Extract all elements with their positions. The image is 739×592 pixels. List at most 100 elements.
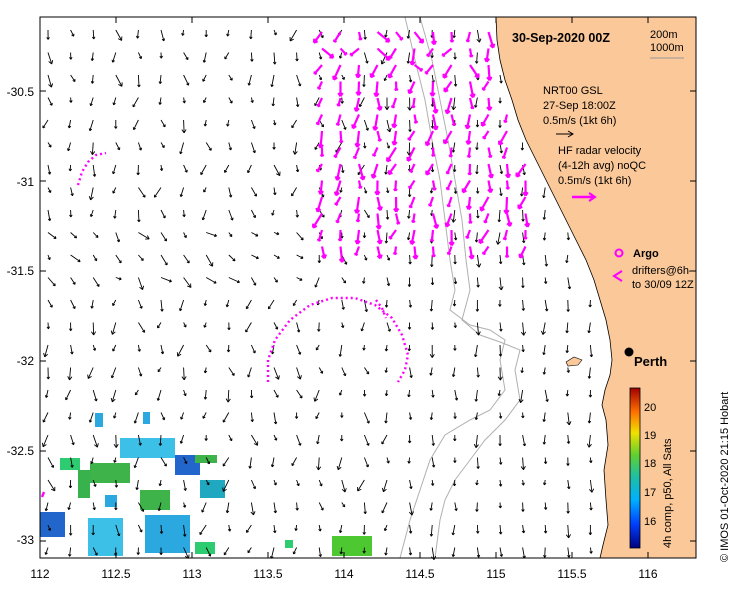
- perth-marker: [624, 347, 634, 357]
- model-arrow: [115, 232, 121, 243]
- y-tick-label: -31: [17, 175, 35, 189]
- radar-arrow: [505, 180, 511, 190]
- x-tick-label: 114: [334, 567, 353, 581]
- model-arrow: [203, 187, 207, 193]
- x-tick-label: 112.5: [101, 567, 130, 581]
- model-arrow: [543, 277, 548, 284]
- model-arrow: [544, 254, 549, 267]
- model-arrow: [181, 119, 187, 134]
- model-arrow: [499, 322, 503, 332]
- model-arrow: [474, 389, 478, 402]
- radar-arrow: [445, 180, 453, 191]
- model-arrow: [386, 322, 391, 332]
- model-arrow: [362, 547, 366, 554]
- model-arrow: [89, 97, 94, 107]
- model-arrow: [542, 412, 546, 422]
- model-arrow: [407, 389, 411, 398]
- radar-arrow: [504, 163, 512, 179]
- sst-colorbar: [629, 387, 641, 549]
- model-arrow: [159, 164, 164, 171]
- radar-arrow: [446, 196, 453, 208]
- model-arrow: [386, 119, 392, 133]
- model-arrow: [543, 457, 548, 464]
- radar-arrow: [354, 196, 361, 214]
- model-arrow: [520, 322, 526, 336]
- model-arrow: [113, 209, 117, 219]
- model-arrow: [204, 434, 208, 441]
- model-arrow: [341, 502, 346, 508]
- model-arrow: [430, 277, 435, 286]
- model-arrow: [272, 142, 276, 150]
- model-arrow: [112, 97, 117, 106]
- radar-arrow: [481, 80, 490, 91]
- radar-arrow: [478, 229, 490, 245]
- radar-scale-arrowhead: [588, 192, 597, 202]
- model-arrow: [92, 254, 98, 262]
- model-arrow: [338, 389, 343, 396]
- radar-arrow: [319, 147, 325, 158]
- radar-arrow: [409, 48, 416, 66]
- model-arrow: [318, 524, 322, 532]
- model-arrow: [451, 367, 456, 377]
- radar-label-line1: HF radar velocity: [558, 145, 642, 157]
- x-tick-label: 115.5: [557, 567, 586, 581]
- radar-arrow: [354, 229, 361, 245]
- model-arrow: [250, 412, 254, 423]
- radar-arrow: [503, 196, 510, 215]
- model-arrow: [451, 547, 456, 557]
- model-arrow: [386, 187, 390, 194]
- model-arrow: [110, 322, 117, 335]
- model-arrow: [407, 277, 412, 287]
- x-tick-label: 114.5: [405, 567, 434, 581]
- radar-arrow: [406, 147, 416, 162]
- model-arrow: [474, 344, 478, 358]
- model-arrow: [586, 434, 592, 448]
- model-arrow: [499, 164, 504, 175]
- model-arrow: [113, 457, 117, 463]
- radar-arrow: [355, 81, 362, 96]
- model-arrow: [47, 479, 56, 492]
- radar-arrow: [431, 114, 439, 131]
- model-arrow: [453, 412, 457, 419]
- model-arrow: [42, 119, 49, 129]
- model-arrow: [542, 344, 546, 356]
- model-arrow: [273, 231, 280, 236]
- model-arrow: [407, 187, 412, 198]
- radar-arrow: [395, 31, 404, 41]
- model-arrow: [565, 344, 569, 354]
- model-arrow: [381, 479, 388, 493]
- model-arrow: [567, 479, 571, 490]
- radar-arrow: [369, 64, 379, 79]
- radar-arrow: [424, 130, 435, 147]
- model-arrow: [451, 97, 457, 111]
- model-arrow: [87, 367, 94, 379]
- y-tick-label: -33: [17, 533, 35, 547]
- model-arrow: [137, 277, 144, 291]
- radar-arrow: [376, 229, 383, 245]
- depth-label-1000m: 1000m: [650, 42, 684, 54]
- model-arrow: [138, 232, 150, 240]
- model-arrow: [451, 524, 456, 536]
- model-arrow: [292, 547, 298, 555]
- model-arrow: [112, 187, 117, 194]
- radar-arrow: [465, 130, 472, 145]
- model-arrow: [520, 187, 524, 197]
- contour-1000m: [399, 16, 506, 559]
- model-arrow: [363, 457, 370, 468]
- model-arrow: [407, 322, 412, 330]
- model-arrow: [47, 74, 54, 88]
- model-arrow: [475, 479, 479, 486]
- model-arrow: [137, 299, 143, 309]
- y-tick-label: -32.5: [7, 444, 35, 458]
- model-arrow: [160, 254, 168, 266]
- model-scale: 0.5m/s (1kt 6h): [543, 115, 616, 127]
- model-arrow: [341, 322, 345, 329]
- model-arrow: [91, 322, 97, 336]
- model-arrow: [246, 524, 252, 533]
- radar-arrow: [482, 245, 490, 256]
- model-arrow: [475, 52, 479, 64]
- model-arrow: [251, 232, 259, 237]
- model-arrow: [43, 344, 49, 358]
- model-arrow: [135, 479, 139, 491]
- radar-arrow: [338, 246, 345, 263]
